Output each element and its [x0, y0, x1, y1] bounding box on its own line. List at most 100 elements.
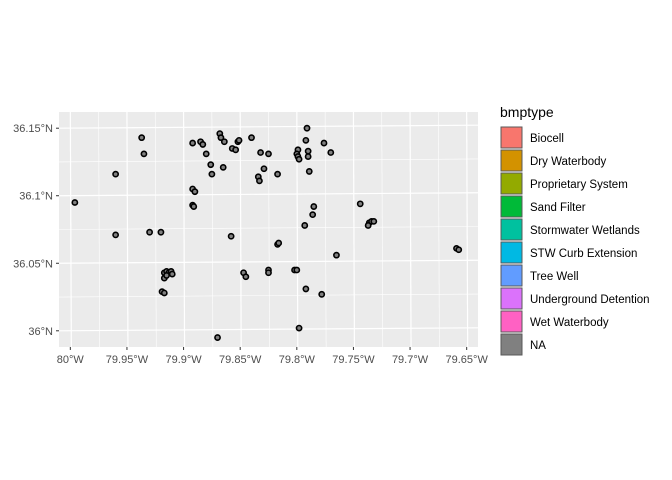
- major-gridline-x: [182, 111, 186, 348]
- major-gridline-x: [409, 111, 412, 348]
- minor-gridlines: [58, 111, 479, 348]
- x-tick-label: 79.95°W: [106, 354, 149, 366]
- x-tick-label: 80°W: [57, 354, 85, 366]
- bmp-point: [455, 246, 463, 254]
- bmp-point: [260, 165, 268, 173]
- bmp-point: [146, 228, 153, 236]
- legend-label: Tree Well: [530, 271, 579, 283]
- bmp-point: [191, 188, 199, 196]
- bmp-point: [293, 266, 301, 274]
- bmp-point: [309, 211, 317, 219]
- bmp-point: [257, 149, 264, 156]
- bmp-point: [295, 155, 303, 163]
- legend-entries: Biocell Dry Waterbody Proprietary System Sa…: [500, 126, 650, 356]
- major-gridline-x: [352, 111, 356, 348]
- legend-label: Biocell: [530, 133, 564, 145]
- minor-gridline-y: [58, 158, 479, 163]
- bmp-point: [302, 136, 310, 144]
- legend-key: [500, 264, 523, 287]
- bmp-point: [232, 146, 240, 154]
- major-gridline-x: [239, 111, 242, 348]
- bmp-point: [190, 203, 198, 210]
- bmp-point: [235, 136, 243, 144]
- bmp-point: [168, 270, 176, 278]
- bmp-point: [220, 138, 228, 146]
- minor-gridline-x: [211, 111, 214, 348]
- bmp-point: [202, 150, 210, 158]
- bmp-point: [163, 272, 170, 279]
- legend-label: STW Curb Extension: [530, 248, 637, 260]
- point-layer: [71, 124, 463, 341]
- bmp-point: [303, 124, 311, 132]
- minor-gridline-x: [381, 111, 384, 348]
- major-gridline-y: [58, 192, 479, 197]
- x-tick-label: 79.65°W: [446, 354, 489, 366]
- y-tick-label: 36.05°N: [13, 258, 53, 270]
- bmp-point: [274, 170, 281, 178]
- bmp-point: [333, 251, 340, 259]
- legend-label: Wet Waterbody: [530, 317, 609, 329]
- bmp-point: [189, 139, 197, 147]
- legend-key: [500, 241, 523, 264]
- bmp-point: [265, 150, 272, 158]
- bmp-point: [157, 228, 165, 236]
- bmp-point: [199, 141, 207, 148]
- legend-label: Stormwater Wetlands: [530, 225, 640, 237]
- major-gridline-y: [58, 259, 479, 264]
- bmp-point: [265, 269, 272, 277]
- major-gridline-x: [466, 111, 469, 348]
- major-gridlines: [58, 111, 479, 348]
- bmp-point: [356, 200, 364, 208]
- bmp-point: [304, 153, 312, 160]
- bmp-point: [301, 222, 309, 229]
- bmp-point: [327, 149, 335, 156]
- bmp-point: [302, 285, 310, 293]
- legend-key: [500, 333, 523, 356]
- bmp-point: [207, 161, 215, 169]
- major-gridline-y: [58, 327, 479, 332]
- legend-label: NA: [530, 340, 546, 352]
- legend-label: Underground Detention: [530, 294, 650, 306]
- bmp-point: [248, 134, 255, 142]
- bmp-point: [227, 232, 235, 240]
- y-tick-label: 36°N: [28, 326, 53, 338]
- major-gridline-y: [58, 124, 479, 129]
- bmp-point: [71, 199, 79, 206]
- x-tick-label: 79.8°W: [279, 354, 316, 366]
- bmp-point: [275, 239, 283, 247]
- bmp-point: [304, 147, 312, 155]
- legend-label: Sand Filter: [530, 202, 586, 214]
- bmp-point: [305, 168, 313, 175]
- bmp-point: [310, 203, 318, 210]
- legend: bmptype Biocell Dry Waterbody Proprietary …: [500, 104, 650, 356]
- x-tick-label: 79.85°W: [219, 354, 262, 366]
- bmp-point: [140, 150, 148, 158]
- legend-key: [500, 310, 523, 333]
- legend-title: bmptype: [500, 104, 554, 120]
- y-axis: 36°N 36.05°N 36.1°N 36.15°N: [13, 123, 59, 338]
- minor-gridline-x: [324, 111, 327, 348]
- bmp-point: [217, 134, 225, 142]
- legend-label: Dry Waterbody: [530, 156, 607, 168]
- bmp-point: [318, 290, 326, 298]
- x-tick-label: 79.75°W: [332, 354, 375, 366]
- minor-gridline-x: [438, 111, 440, 348]
- bmp-point: [112, 231, 120, 239]
- y-tick-label: 36.1°N: [19, 191, 53, 203]
- bmp-point: [219, 163, 227, 171]
- minor-gridline-y: [58, 226, 479, 230]
- legend-label: Proprietary System: [530, 179, 628, 191]
- y-tick-label: 36.15°N: [13, 123, 53, 135]
- bmp-point: [320, 139, 328, 147]
- bmp-point: [242, 273, 250, 281]
- bmp-point: [256, 177, 263, 185]
- legend-key: [500, 195, 523, 218]
- bmp-point: [370, 217, 378, 225]
- bmp-point: [208, 170, 216, 178]
- minor-gridline-x: [154, 111, 157, 348]
- minor-gridline-y: [58, 293, 479, 298]
- bmp-point: [160, 289, 168, 297]
- legend-key: [500, 218, 523, 241]
- bmp-point: [138, 134, 146, 142]
